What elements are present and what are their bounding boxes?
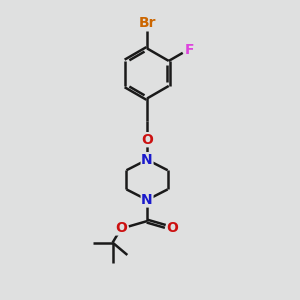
Text: O: O	[141, 133, 153, 147]
Text: O: O	[116, 221, 128, 235]
Text: N: N	[141, 193, 153, 207]
Text: O: O	[167, 221, 178, 235]
Text: Br: Br	[138, 16, 156, 29]
Text: N: N	[141, 153, 153, 167]
Text: F: F	[184, 44, 194, 58]
